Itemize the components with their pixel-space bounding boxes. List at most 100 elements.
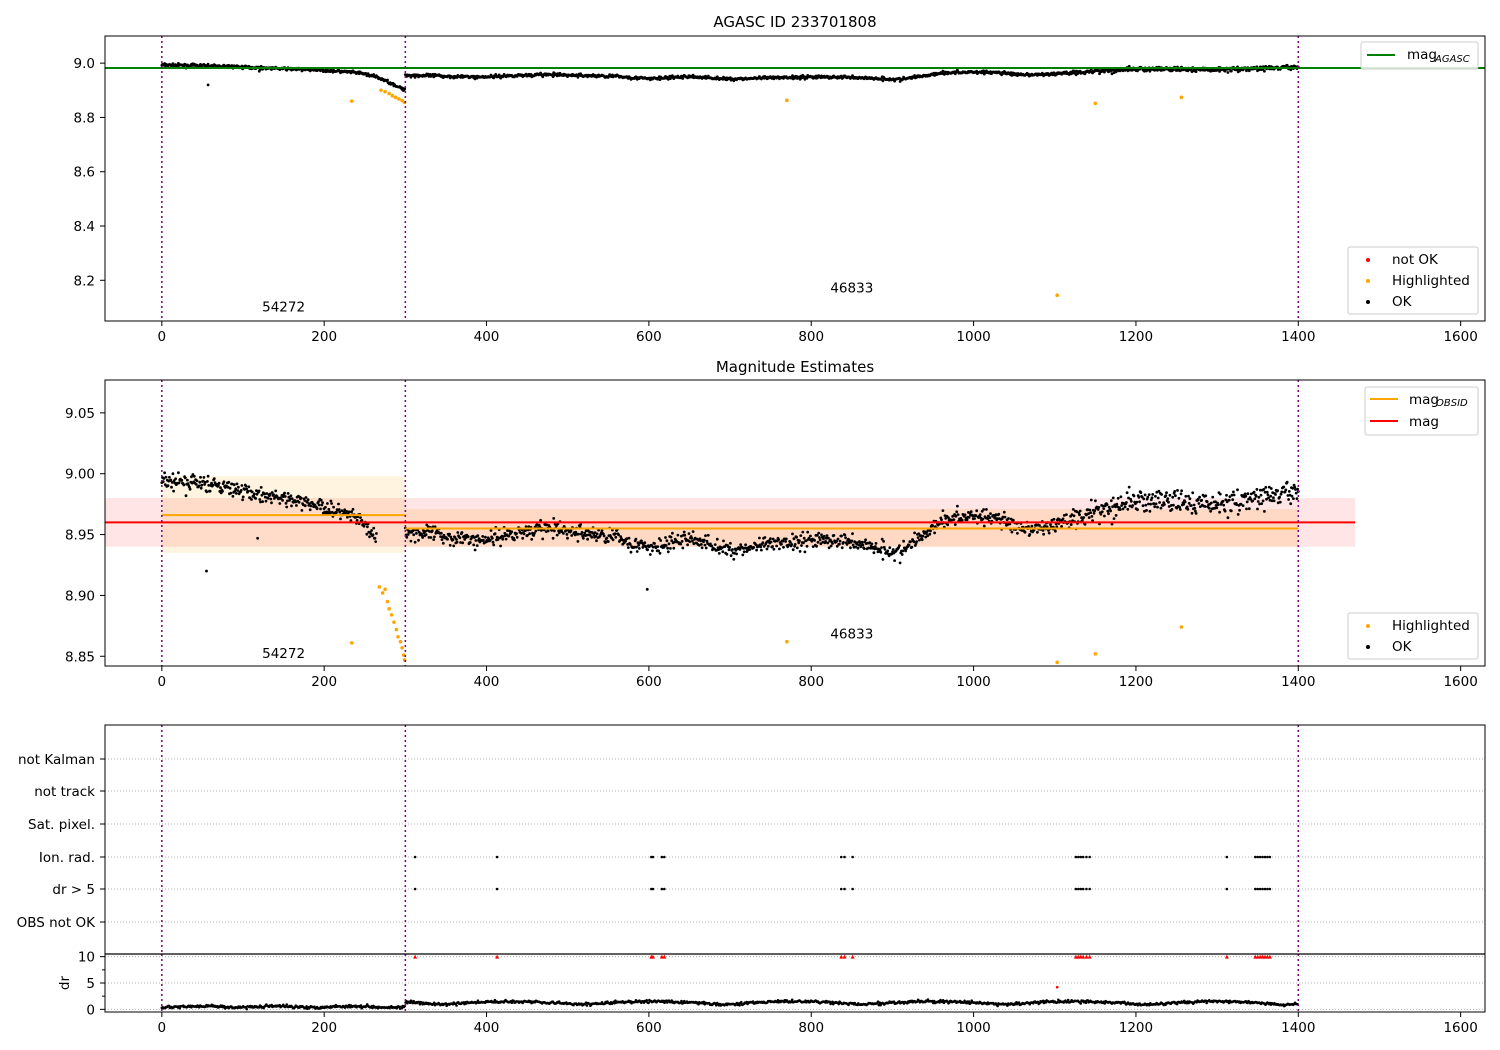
ok-point — [306, 501, 309, 504]
ok-point — [355, 518, 359, 522]
ok-point — [682, 530, 686, 534]
flag-point — [1261, 887, 1264, 891]
ok-point — [504, 537, 508, 541]
ok-point — [1290, 494, 1294, 498]
ok-point — [791, 548, 795, 552]
ok-point — [441, 541, 445, 545]
flag-point — [651, 887, 655, 891]
ok-point — [308, 508, 312, 512]
ok-point — [637, 547, 641, 550]
ok-point — [625, 537, 629, 540]
ok-point — [206, 480, 209, 483]
ok-point — [717, 552, 721, 555]
ok-point — [348, 510, 351, 514]
ok-point — [420, 534, 424, 537]
ok-point — [551, 536, 555, 540]
observation-label: 54272 — [262, 646, 305, 662]
ok-point — [533, 532, 536, 535]
ok-point — [965, 518, 969, 522]
ok-point — [290, 504, 293, 508]
ok-point — [421, 536, 424, 539]
ok-point — [645, 587, 649, 591]
flag-point — [1253, 887, 1257, 891]
flag-point — [1263, 855, 1267, 859]
ok-point — [455, 538, 458, 541]
highlighted-point — [785, 98, 789, 103]
ok-point — [203, 480, 207, 484]
ok-point — [861, 543, 865, 547]
ok-point — [1052, 517, 1056, 521]
ok-point — [826, 541, 830, 545]
ok-point — [172, 489, 176, 493]
ok-point — [941, 69, 945, 73]
ok-point — [1105, 503, 1109, 507]
ok-point — [328, 70, 332, 73]
ok-point — [317, 503, 321, 507]
ok-point — [1225, 493, 1228, 497]
ok-point — [898, 561, 902, 565]
panel-2-legend-bottom: Highlighted OK — [1347, 612, 1479, 660]
ok-point — [569, 529, 573, 533]
flag-point — [1081, 855, 1085, 859]
ok-point — [197, 484, 201, 488]
ok-point — [1061, 517, 1065, 521]
ok-point — [360, 519, 364, 522]
ok-point — [1235, 68, 1239, 72]
ok-point — [317, 500, 320, 503]
ok-point — [1110, 522, 1114, 526]
ok-point — [1080, 519, 1084, 522]
ok-point — [867, 546, 870, 550]
ok-point — [627, 536, 631, 540]
ok-point — [1131, 504, 1135, 507]
ok-point — [474, 539, 478, 542]
ok-point — [326, 502, 329, 505]
ok-point — [430, 529, 434, 533]
ok-point — [860, 540, 864, 544]
ok-point — [424, 533, 428, 537]
flag-point — [839, 887, 843, 891]
ok-point — [913, 531, 916, 535]
ok-point — [1177, 496, 1181, 500]
ok-point — [604, 541, 607, 544]
ok-point — [1194, 70, 1198, 73]
ok-point — [446, 537, 449, 541]
ok-point — [902, 539, 905, 543]
ok-point — [926, 534, 930, 538]
ok-point — [868, 541, 872, 544]
ok-point — [904, 549, 907, 553]
ok-point — [810, 539, 814, 543]
ok-point — [1193, 506, 1197, 510]
ok-point — [614, 535, 618, 539]
ok-point — [792, 537, 796, 541]
ok-point — [583, 531, 587, 535]
ok-point — [702, 538, 706, 542]
ok-point — [1001, 515, 1005, 519]
highlighted-point — [349, 641, 354, 645]
observation-label: 54272 — [262, 299, 305, 315]
ok-point — [1078, 513, 1081, 517]
ok-point — [791, 532, 794, 536]
ok-point — [940, 518, 943, 522]
ok-point — [1180, 489, 1183, 493]
ok-point — [1172, 503, 1175, 507]
x-tick-label: 800 — [798, 674, 824, 690]
ok-point — [553, 529, 556, 533]
ok-point — [1164, 494, 1168, 497]
ok-point — [1094, 499, 1097, 503]
ok-point — [573, 533, 577, 537]
ok-point — [1099, 512, 1103, 516]
ok-point — [769, 540, 773, 544]
ok-point — [780, 542, 783, 546]
ok-point — [656, 545, 660, 548]
ok-point — [574, 530, 578, 534]
ok-point — [989, 512, 992, 515]
ok-point — [1137, 495, 1141, 499]
ok-point — [651, 549, 654, 553]
ok-point — [1132, 494, 1136, 498]
flag-point — [1074, 887, 1078, 891]
ok-point — [628, 543, 632, 546]
ok-point — [351, 507, 355, 511]
x-tick-label: 1400 — [1281, 674, 1315, 690]
ok-point — [1163, 503, 1166, 506]
